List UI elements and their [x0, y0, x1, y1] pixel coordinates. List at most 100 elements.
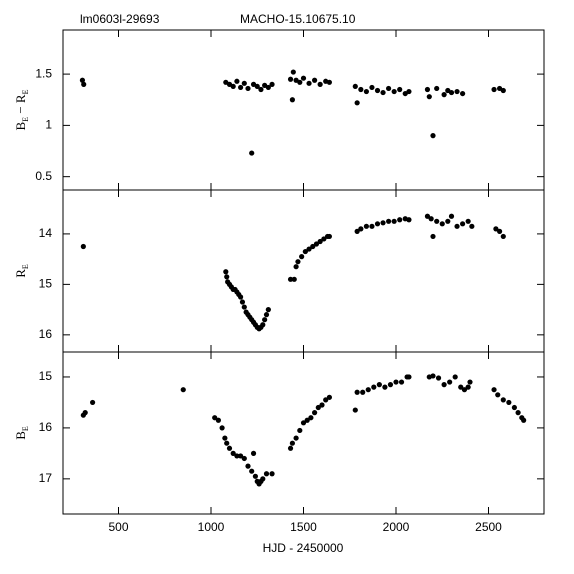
data-point: [310, 243, 316, 250]
data-point: [241, 80, 247, 86]
data-point: [506, 399, 512, 406]
data-point: [380, 220, 386, 226]
data-point: [391, 88, 397, 95]
data-point: [295, 259, 301, 265]
data-point: [238, 84, 244, 91]
data-point: [289, 440, 295, 446]
y-tick-label: 16: [39, 420, 53, 434]
y-label-subscript: E: [21, 426, 30, 431]
data-point: [315, 404, 321, 411]
data-point: [460, 221, 466, 227]
data-point: [250, 450, 257, 456]
data-point: [398, 379, 405, 385]
data-point: [180, 387, 186, 393]
data-point: [230, 83, 236, 90]
data-point: [297, 79, 303, 85]
data-point: [434, 218, 440, 224]
x-axis-label: HJD - 2450000: [263, 541, 344, 555]
data-point: [312, 77, 318, 83]
y-tick-label: 1: [45, 118, 52, 132]
data-point: [358, 226, 364, 232]
data-point: [447, 379, 453, 385]
data-point: [317, 81, 323, 87]
data-point: [371, 384, 377, 390]
data-point: [491, 86, 497, 93]
data-point: [354, 389, 360, 395]
y-axis-label: BE: [13, 426, 30, 440]
data-point: [406, 217, 412, 223]
data-point: [249, 150, 255, 156]
y-label-part: B: [13, 121, 28, 130]
data-point: [461, 387, 468, 393]
panel-frame: [62, 189, 545, 353]
data-point: [448, 89, 455, 96]
data-point: [354, 228, 360, 234]
data-point: [448, 213, 455, 219]
data-point: [287, 76, 294, 82]
data-point: [234, 453, 240, 459]
data-point: [249, 468, 255, 474]
data-point: [426, 94, 432, 100]
data-point: [397, 86, 403, 93]
data-point: [406, 88, 412, 95]
chart-title: MACHO-15.10675.10: [240, 12, 356, 26]
data-point: [219, 425, 225, 431]
y-label-subscript: E: [21, 89, 30, 94]
y-label-part: R: [13, 269, 28, 278]
data-point: [430, 133, 436, 139]
data-point: [269, 81, 275, 87]
data-point: [511, 404, 517, 411]
data-point: [260, 476, 266, 482]
data-point: [230, 450, 236, 456]
data-point: [500, 233, 506, 240]
data-point: [224, 440, 230, 446]
star-id: lm0603l-29693: [80, 12, 160, 26]
data-point: [290, 69, 296, 75]
data-point: [374, 221, 381, 227]
data-point: [90, 399, 96, 406]
data-point: [300, 75, 307, 81]
data-point: [454, 88, 460, 95]
x-tick-label: 500: [108, 520, 128, 534]
data-point: [465, 384, 471, 390]
data-point: [380, 89, 386, 96]
data-point: [263, 312, 270, 318]
data-point: [386, 85, 392, 92]
data-point: [287, 276, 294, 282]
data-point: [79, 77, 86, 83]
data-point: [363, 223, 369, 229]
data-point: [260, 322, 266, 328]
data-point: [81, 81, 87, 87]
data-point: [406, 374, 412, 380]
panel-frame: [62, 351, 545, 515]
data-point: [326, 79, 332, 85]
data-point: [374, 87, 381, 94]
data-point: [495, 392, 501, 398]
data-point: [369, 84, 375, 91]
data-point: [386, 218, 392, 224]
data-point: [469, 223, 475, 229]
data-point: [306, 80, 312, 86]
data-point: [289, 97, 295, 103]
data-point: [430, 373, 436, 379]
data-point: [224, 274, 230, 280]
data-point: [397, 217, 403, 223]
panel-frame: [62, 29, 545, 191]
data-point: [252, 473, 258, 479]
data-point: [212, 415, 218, 421]
data-point: [326, 394, 332, 400]
data-point: [326, 233, 332, 240]
data-point: [376, 382, 382, 388]
y-tick-label: 16: [39, 327, 53, 341]
data-point: [82, 410, 88, 416]
data-point: [435, 375, 442, 381]
data-point: [365, 387, 371, 393]
data-point: [291, 276, 297, 282]
data-point: [297, 427, 303, 434]
data-point: [304, 417, 310, 423]
data-point: [369, 223, 375, 229]
data-point: [387, 382, 394, 388]
data-point: [360, 389, 366, 395]
y-tick-label: 1.5: [35, 66, 52, 80]
y-label-subscript: E: [21, 264, 30, 269]
